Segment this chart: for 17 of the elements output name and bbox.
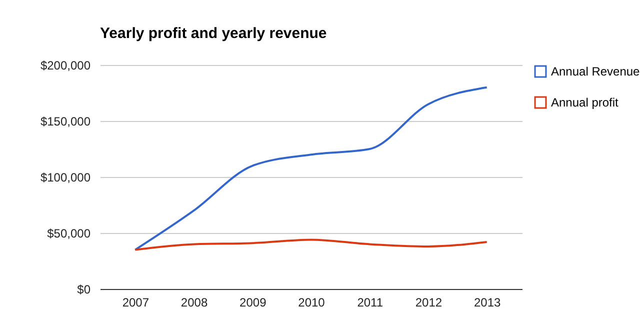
line-series (134, 86, 488, 251)
line-series (134, 238, 488, 251)
y-tick-label: $50,000 (47, 226, 91, 240)
x-tick-label: 2009 (240, 296, 267, 310)
x-tick-label: 2010 (298, 296, 326, 310)
chart-title: Yearly profit and yearly revenue (100, 25, 327, 42)
legend-label: Annual profit (551, 96, 620, 110)
y-tick-label: $200,000 (40, 58, 91, 72)
x-tick-label: 2013 (474, 296, 502, 310)
x-tick-label: 2012 (415, 296, 442, 310)
x-tick-label: 2007 (122, 296, 150, 310)
y-tick-label: $0 (77, 282, 91, 296)
x-tick-label: 2008 (180, 296, 208, 310)
y-tick-label: $100,000 (40, 170, 91, 184)
x-tick-label: 2011 (357, 296, 384, 310)
y-tick-label: $150,000 (40, 114, 91, 128)
legend-label: Annual Revenue (551, 64, 640, 78)
